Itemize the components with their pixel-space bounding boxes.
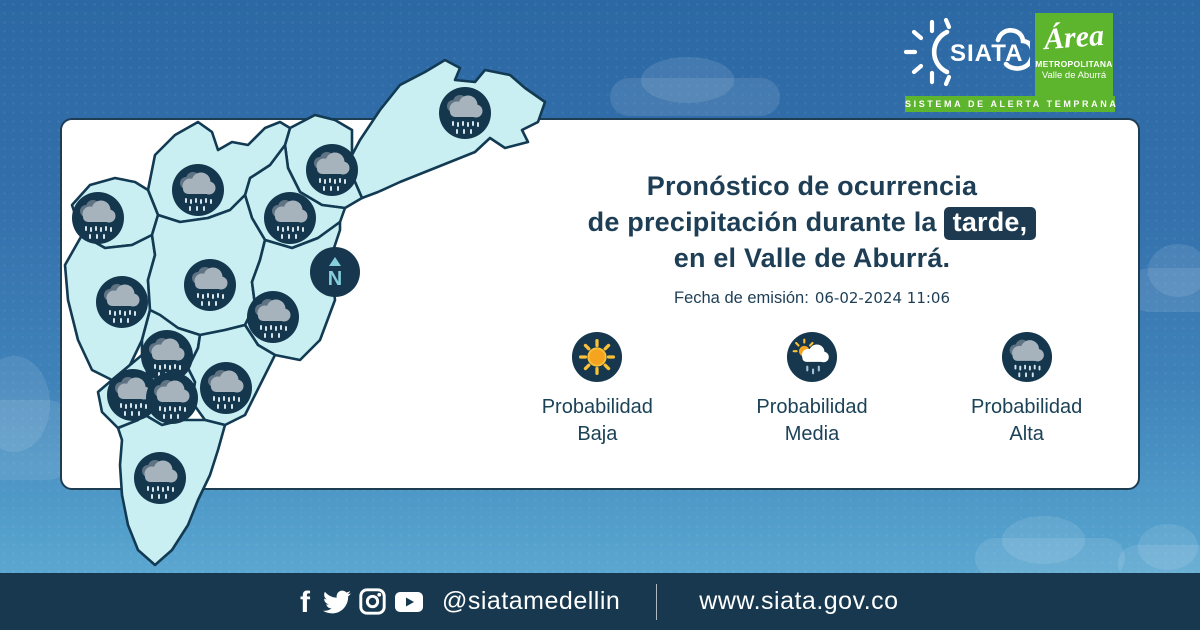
legend-label: Probabilidad Baja <box>541 396 653 445</box>
aburra-map: N <box>63 58 547 567</box>
map-marker-rain-icon <box>247 291 299 343</box>
sun-cloud-drizzle-icon <box>785 331 838 383</box>
social-icons: f <box>300 588 424 616</box>
emission-line: Fecha de emisión: 06-02-2024 11:06 <box>488 289 1136 308</box>
map-marker-rain-icon <box>264 192 316 244</box>
headline-block: Pronóstico de ocurrencia de precipitació… <box>488 168 1136 308</box>
north-compass-icon: N <box>310 247 360 297</box>
probability-legend: Probabilidad Baja Probabilidad Media Pro… <box>490 331 1134 448</box>
rain-cloud-icon <box>1001 331 1052 383</box>
siata-logo: SIATA <box>903 17 1030 87</box>
facebook-icon[interactable]: f <box>300 588 315 616</box>
twitter-icon[interactable] <box>323 588 351 616</box>
map-marker-rain-icon <box>72 192 124 244</box>
instagram-icon[interactable] <box>359 588 386 615</box>
map-marker-rain-icon <box>146 372 198 424</box>
title-line-2: de precipitación durante la tarde, <box>488 204 1136 240</box>
legend-label: Probabilidad Media <box>756 396 868 445</box>
decorative-cloud <box>610 57 780 116</box>
legend-item-alta: Probabilidad Alta <box>929 331 1125 448</box>
decorative-cloud <box>1128 243 1200 312</box>
legend-item-baja: Probabilidad Baja <box>499 331 695 448</box>
map-marker-rain-icon <box>96 276 148 328</box>
decorative-cloud <box>975 516 1125 578</box>
map-marker-rain-icon <box>306 144 358 196</box>
svg-text:f: f <box>300 588 311 616</box>
legend-label: Probabilidad Alta <box>971 396 1083 445</box>
legend-item-media: Probabilidad Media <box>714 331 910 448</box>
footer-divider <box>656 583 658 620</box>
footer-bar: f @siatamedellin www.siata.gov.co <box>0 573 1200 630</box>
youtube-icon[interactable] <box>394 590 424 614</box>
emission-timestamp: 06-02-2024 11:06 <box>814 289 950 307</box>
svg-text:N: N <box>328 268 342 290</box>
map-marker-rain-icon <box>184 259 236 311</box>
highlighted-word: tarde, <box>943 207 1037 240</box>
social-handle[interactable]: @siatamedellin <box>442 587 621 615</box>
map-marker-rain-icon <box>134 452 186 504</box>
map-marker-rain-icon <box>439 87 491 139</box>
siata-tagline: SISTEMA DE ALERTA TEMPRANA <box>905 96 1116 112</box>
amva-script-text: Área <box>1042 18 1106 57</box>
map-marker-rain-icon <box>200 362 252 414</box>
emission-label: Fecha de emisión: <box>674 289 809 307</box>
siata-logo-text: SIATA <box>950 40 1023 67</box>
title-line-1: Pronóstico de ocurrencia <box>646 171 978 201</box>
title-line-3: en el Valle de Aburrá. <box>673 243 951 273</box>
website-link[interactable]: www.siata.gov.co <box>699 587 899 615</box>
map-marker-rain-icon <box>172 164 224 216</box>
area-metropolitana-logo: Área METROPOLITANA Valle de Aburrá <box>1035 13 1113 96</box>
